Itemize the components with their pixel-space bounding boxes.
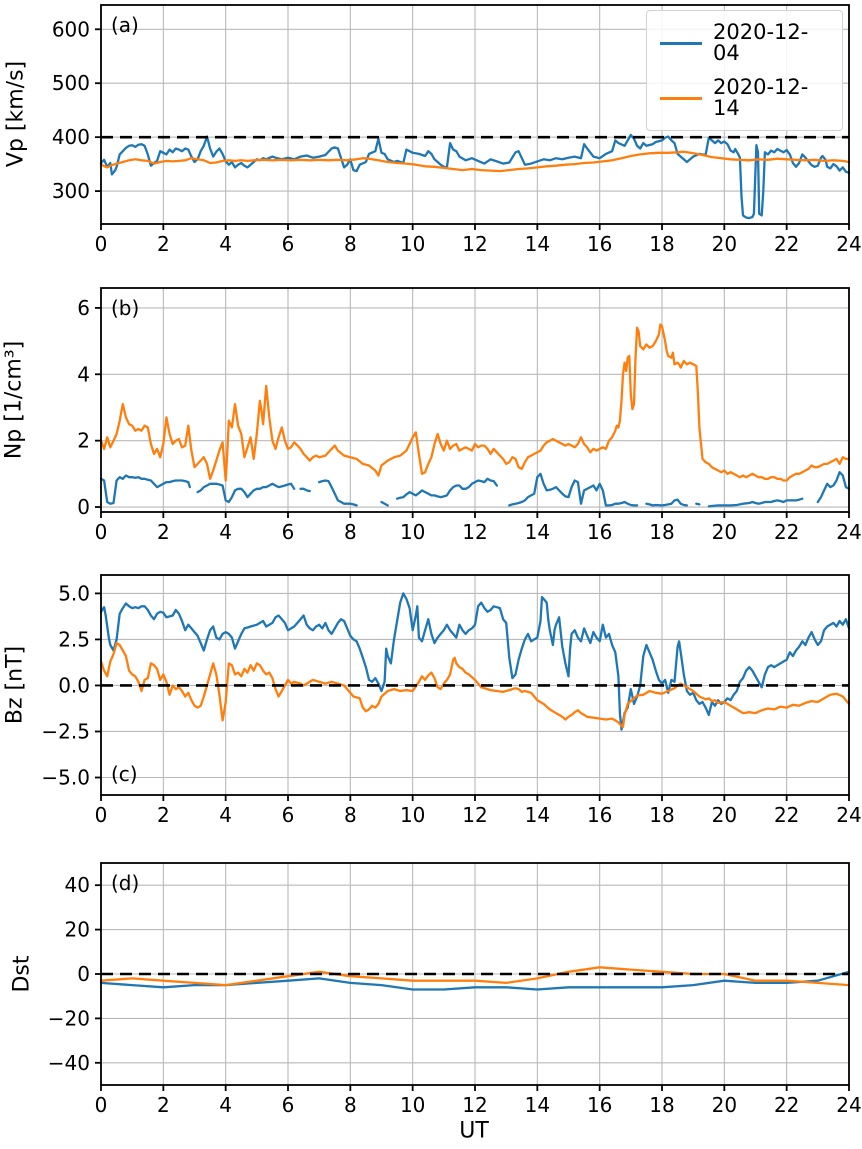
series-line-2020-12-14	[99, 323, 851, 482]
svg-text:22: 22	[774, 520, 799, 544]
svg-text:16: 16	[587, 1093, 612, 1117]
svg-text:8: 8	[344, 520, 357, 544]
svg-text:−40: −40	[48, 1051, 90, 1075]
svg-text:4: 4	[219, 520, 232, 544]
legend-item-2020-12-04: 2020-12-04	[660, 22, 832, 64]
svg-text:−20: −20	[48, 1006, 90, 1030]
svg-text:12: 12	[462, 520, 487, 544]
svg-text:20: 20	[65, 918, 90, 942]
svg-text:5.0: 5.0	[58, 581, 90, 605]
svg-text:0: 0	[77, 495, 90, 519]
svg-text:24: 24	[836, 520, 861, 544]
legend-label: 2020-12-14	[713, 75, 809, 120]
y-axis-label-vp: Vp [km/s]	[3, 60, 29, 168]
legend-label: 2020-12-04	[713, 20, 809, 65]
series-line-2020-12-04	[99, 133, 851, 220]
series-line-2020-12-04	[99, 471, 851, 508]
svg-text:−5.0: −5.0	[41, 766, 90, 790]
series-line-2020-12-14	[99, 966, 851, 987]
svg-text:8: 8	[344, 1093, 357, 1117]
svg-text:14: 14	[525, 232, 550, 256]
svg-text:16: 16	[587, 232, 612, 256]
svg-text:4: 4	[219, 1093, 232, 1117]
legend-line-swatch-orange	[660, 96, 702, 100]
svg-text:400: 400	[52, 125, 90, 149]
svg-text:20: 20	[712, 1093, 737, 1117]
svg-text:16: 16	[587, 803, 612, 827]
legend-line-swatch-blue	[660, 41, 702, 45]
svg-text:4: 4	[219, 232, 232, 256]
svg-text:20: 20	[712, 520, 737, 544]
svg-text:6: 6	[282, 803, 295, 827]
svg-text:2.5: 2.5	[58, 627, 90, 651]
svg-text:12: 12	[462, 1093, 487, 1117]
svg-text:10: 10	[400, 232, 425, 256]
panel-letter-(c): (c)	[111, 762, 138, 786]
svg-text:24: 24	[836, 803, 861, 827]
svg-text:18: 18	[649, 520, 674, 544]
svg-text:10: 10	[400, 520, 425, 544]
svg-text:14: 14	[525, 1093, 550, 1117]
y-axis-label-bz: Bz [nT]	[2, 645, 28, 725]
svg-text:8: 8	[344, 803, 357, 827]
svg-text:2: 2	[157, 232, 170, 256]
svg-text:14: 14	[525, 803, 550, 827]
svg-text:500: 500	[52, 71, 90, 95]
svg-text:22: 22	[774, 1093, 799, 1117]
svg-text:24: 24	[836, 1093, 861, 1117]
svg-text:−2.5: −2.5	[41, 719, 90, 743]
svg-text:8: 8	[344, 232, 357, 256]
svg-text:6: 6	[282, 520, 295, 544]
panel-letter-(a): (a)	[111, 13, 139, 37]
svg-text:16: 16	[587, 520, 612, 544]
svg-text:40: 40	[65, 873, 90, 897]
svg-text:18: 18	[649, 803, 674, 827]
svg-text:22: 22	[774, 803, 799, 827]
panel-letter-(d): (d)	[111, 871, 139, 895]
svg-text:2: 2	[157, 520, 170, 544]
svg-text:18: 18	[649, 232, 674, 256]
panel-letter-(b): (b)	[111, 296, 139, 320]
svg-text:300: 300	[52, 179, 90, 203]
svg-text:0: 0	[95, 1093, 108, 1117]
svg-text:12: 12	[462, 803, 487, 827]
svg-text:10: 10	[400, 1093, 425, 1117]
svg-text:20: 20	[712, 232, 737, 256]
svg-text:4: 4	[77, 362, 90, 386]
svg-text:2: 2	[77, 429, 90, 453]
svg-text:2: 2	[157, 1093, 170, 1117]
svg-text:24: 24	[836, 232, 861, 256]
legend: 2020-12-04 2020-12-14	[646, 10, 843, 131]
svg-text:10: 10	[400, 803, 425, 827]
y-axis-label-dst: Dst	[9, 955, 35, 993]
svg-text:0: 0	[95, 232, 108, 256]
svg-text:18: 18	[649, 1093, 674, 1117]
panel-(c): 0 2 4 6 8 10 12 14 16 18 20 22 24−5.0−2.50.02.55.0(c…	[41, 574, 862, 827]
y-axis-label-np: Np [1/cm³]	[1, 340, 27, 460]
legend-item-2020-12-14: 2020-12-14	[660, 77, 832, 119]
series-line-2020-12-14	[99, 150, 851, 173]
svg-text:14: 14	[525, 520, 550, 544]
svg-text:0: 0	[95, 803, 108, 827]
svg-text:2: 2	[157, 803, 170, 827]
svg-text:0: 0	[77, 962, 90, 986]
svg-text:20: 20	[712, 803, 737, 827]
svg-text:0.0: 0.0	[58, 673, 90, 697]
svg-text:600: 600	[52, 17, 90, 41]
svg-text:12: 12	[462, 232, 487, 256]
svg-text:22: 22	[774, 232, 799, 256]
svg-text:6: 6	[282, 232, 295, 256]
x-axis-label: UT	[459, 1118, 489, 1144]
svg-text:4: 4	[219, 803, 232, 827]
svg-text:6: 6	[282, 1093, 295, 1117]
svg-text:6: 6	[77, 296, 90, 320]
svg-text:0: 0	[95, 520, 108, 544]
